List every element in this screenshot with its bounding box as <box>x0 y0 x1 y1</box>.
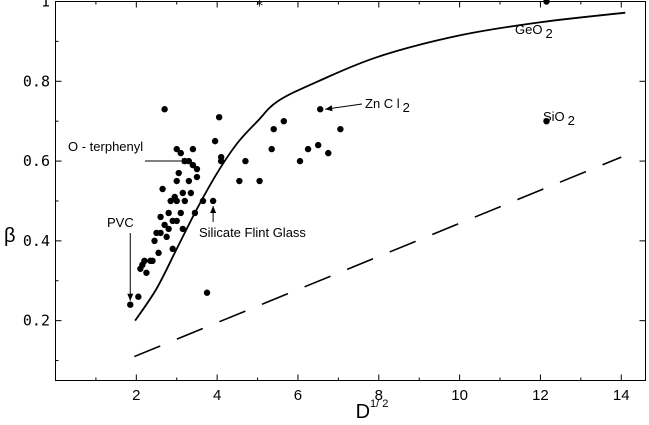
data-point <box>141 257 148 265</box>
data-point <box>169 245 176 253</box>
data-point <box>173 217 180 225</box>
y-tick-label: 0.8 <box>23 72 50 90</box>
data-point <box>173 197 180 205</box>
annotation-silicate: Silicate Flint Glass <box>199 225 306 240</box>
data-point <box>268 145 275 153</box>
data-point <box>163 233 170 241</box>
y-tick-label: 1 <box>41 0 50 11</box>
x-tick-label: 8 <box>375 387 383 404</box>
x-axis-ticks: 2 4 6 8 10 12 14 <box>95 1 630 404</box>
data-point <box>325 149 332 157</box>
y-tick-label: 0.4 <box>23 232 50 250</box>
data-point <box>256 177 263 185</box>
annotation-geo2: GeO 2 <box>515 22 553 41</box>
data-point <box>177 209 184 217</box>
annotation-terphenyl: O - terphenyl <box>68 139 143 154</box>
data-point <box>191 209 199 217</box>
data-point <box>217 153 225 161</box>
data-point <box>175 169 182 177</box>
x-tick-label: 12 <box>532 387 549 404</box>
data-point <box>314 141 322 149</box>
data-point <box>193 165 201 173</box>
pvc-arrow-head <box>127 293 134 301</box>
plot-frame <box>55 1 646 381</box>
x-tick-label: 14 <box>613 387 630 404</box>
data-point <box>173 177 180 185</box>
data-point <box>161 106 168 113</box>
data-point <box>179 189 186 197</box>
data-point <box>242 157 249 165</box>
solid-fit-curve <box>134 11 626 322</box>
data-point <box>193 173 201 181</box>
data-point <box>296 157 304 165</box>
annotation-pvc: PVC <box>107 215 134 230</box>
y-axis-label: β <box>4 225 16 247</box>
data-point <box>543 117 550 125</box>
data-point <box>161 221 168 229</box>
x-axis-label: D1/ 2 <box>356 398 389 423</box>
data-point <box>135 293 142 300</box>
x-tick-label: 10 <box>451 387 468 404</box>
zncl2-arrow-head <box>325 105 333 112</box>
data-point <box>189 145 197 153</box>
annotations: PVC O - terphenyl Silicate Flint Glass Zn C… <box>68 22 575 301</box>
data-point <box>173 145 180 153</box>
x-axis-label-sup: 1/ 2 <box>370 398 388 410</box>
data-point <box>215 113 223 121</box>
x-axis-label-base: D <box>356 401 370 423</box>
data-point <box>209 197 217 205</box>
dashed-reference-line <box>133 156 622 358</box>
y-tick-label: 0.6 <box>23 152 50 170</box>
data-point <box>143 269 150 276</box>
data-point <box>189 161 197 169</box>
data-point <box>157 229 164 237</box>
data-point <box>155 249 162 257</box>
data-point <box>179 225 186 233</box>
data-point <box>304 145 312 153</box>
silicate-arrow-head <box>210 205 217 213</box>
annotation-sio2: SiO 2 <box>543 109 575 128</box>
data-point <box>337 125 344 133</box>
y-tick-label: 0.2 <box>23 312 50 330</box>
x-tick-label: 2 <box>132 387 140 404</box>
data-series: * <box>127 0 626 358</box>
data-point <box>167 197 174 205</box>
data-point <box>151 237 158 245</box>
data-point <box>187 189 195 197</box>
data-point <box>181 197 189 205</box>
data-point <box>280 117 288 125</box>
data-point <box>177 149 184 157</box>
data-point <box>236 177 243 185</box>
data-point <box>543 0 550 5</box>
x-tick-label: 4 <box>213 387 221 404</box>
data-point <box>127 301 134 308</box>
data-point <box>159 185 166 193</box>
data-point <box>165 209 172 217</box>
data-point <box>185 177 193 185</box>
star-marker: * <box>256 0 263 15</box>
data-point <box>203 289 211 296</box>
data-point <box>270 125 277 133</box>
y-axis-ticks: 0.2 0.4 0.6 0.8 1 <box>23 0 646 362</box>
data-point <box>316 106 324 113</box>
data-point <box>149 257 156 265</box>
data-point <box>199 197 207 205</box>
data-point <box>211 137 219 145</box>
x-tick-label: 6 <box>294 387 302 404</box>
data-point <box>165 225 172 233</box>
terphenyl-arrow-head <box>181 158 189 164</box>
data-point <box>157 213 164 221</box>
